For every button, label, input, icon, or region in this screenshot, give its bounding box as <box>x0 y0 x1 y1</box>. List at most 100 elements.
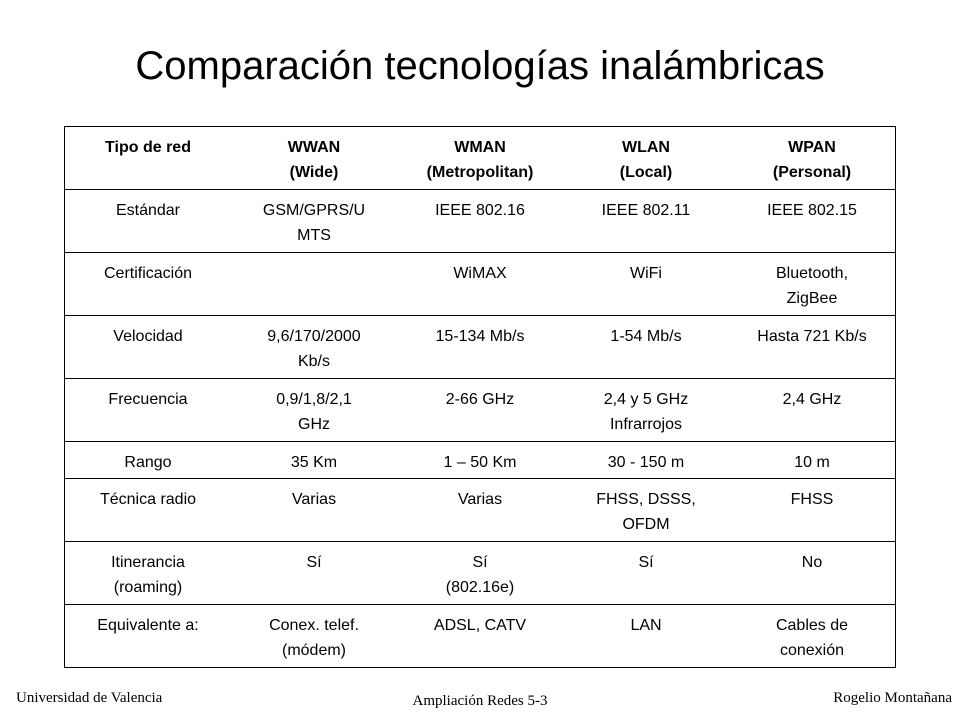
cell-text: Sí <box>306 553 322 571</box>
cell-text: Técnica radio <box>99 490 197 508</box>
footer-course: Ampliación Redes 5-3 <box>412 693 548 709</box>
cell-text: WiFi <box>630 265 662 283</box>
table-cell: 15-134 Mb/s <box>397 315 563 379</box>
table-row: Certificación WiMAX WiFi Bluetooth, ZigBee <box>65 252 895 316</box>
cell-text: 1-54 Mb/s <box>610 328 682 346</box>
cell-text: Equivalente a: <box>97 616 199 634</box>
cell-text: FHSS, DSSS, <box>596 490 696 508</box>
table-cell: Varias <box>231 477 397 542</box>
cell-text: OFDM <box>622 515 670 533</box>
comparison-table-frame: Tipo de red WWAN (Wide) WMAN (Metropolitan) W… <box>64 126 896 668</box>
table-cell: Hasta 721 Kb/s <box>729 315 895 379</box>
cell-text: (Personal) <box>772 164 852 181</box>
cell-text: GHz <box>298 416 330 434</box>
cell-text: Kb/s <box>297 353 330 371</box>
table-row: Equivalente a: Conex. telef. (módem) ADSL, … <box>65 603 895 667</box>
cell-text: 10 m <box>794 454 830 472</box>
cell-text: Infrarrojos <box>609 416 683 434</box>
cell-text: Rango <box>124 454 172 472</box>
cell-text: conexión <box>779 641 845 659</box>
table-cell: 10 m <box>729 441 895 479</box>
cell-text: GSM/GPRS/U <box>262 202 366 220</box>
cell-text: IEEE 802.16 <box>435 202 525 220</box>
table-cell: 2,4 GHz <box>729 378 895 442</box>
table-cell: LAN <box>563 603 729 667</box>
cell-text: ZigBee <box>786 290 838 308</box>
table-cell: 2-66 GHz <box>397 378 563 442</box>
cell-text: Certificación <box>103 265 193 283</box>
cell-text: IEEE 802.15 <box>767 202 857 220</box>
table-row: Velocidad 9,6/170/2000 Kb/s 15-134 Mb/s 1-54… <box>65 315 895 379</box>
table-cell: IEEE 802.15 <box>729 189 895 253</box>
cell-text: No <box>801 553 823 571</box>
cell-text: Velocidad <box>113 328 183 346</box>
table-header-cell: WWAN (Wide) <box>231 127 397 190</box>
table-row-label: Frecuencia <box>65 378 231 442</box>
table-row-label: Itinerancia (roaming) <box>65 540 231 605</box>
table-row-label: Velocidad <box>65 315 231 379</box>
table-row-label: Rango <box>65 441 231 479</box>
cell-text: Cables de <box>775 616 849 634</box>
cell-text: WWAN <box>287 139 341 156</box>
cell-text: ADSL, CATV <box>433 616 527 634</box>
footer-university: Universidad de Valencia <box>16 690 163 706</box>
table-cell: 1 – 50 Km <box>397 441 563 479</box>
table-row-label: Certificación <box>65 252 231 316</box>
table-row: Rango 35 Km 1 – 50 Km 30 - 150 m 10 m <box>65 441 895 479</box>
cell-text: 35 Km <box>290 454 338 472</box>
table-header-cell: WMAN (Metropolitan) <box>397 127 563 190</box>
table-cell: GSM/GPRS/U MTS <box>231 189 397 253</box>
table-cell: 35 Km <box>231 441 397 479</box>
cell-text: MTS <box>297 227 331 245</box>
cell-text: (roaming) <box>113 578 183 596</box>
table-row-label: Equivalente a: <box>65 603 231 667</box>
table-cell: Sí (802.16e) <box>397 540 563 605</box>
footer-author: Rogelio Montañana <box>833 690 952 706</box>
cell-text: Itinerancia <box>111 553 185 571</box>
cell-text: 2,4 GHz <box>782 391 842 409</box>
cell-text: (Wide) <box>289 164 339 181</box>
cell-text: WMAN <box>454 139 506 156</box>
table-cell: Bluetooth, ZigBee <box>729 252 895 316</box>
table-cell: IEEE 802.16 <box>397 189 563 253</box>
cell-text: 2-66 GHz <box>445 391 515 409</box>
table-cell: IEEE 802.11 <box>563 189 729 253</box>
comparison-table: Tipo de red WWAN (Wide) WMAN (Metropolitan) W… <box>65 127 895 667</box>
cell-text: (802.16e) <box>445 578 515 596</box>
table-cell: 9,6/170/2000 Kb/s <box>231 315 397 379</box>
cell-text: WPAN <box>788 139 836 156</box>
cell-text: (módem) <box>281 641 346 659</box>
cell-text: Varias <box>457 490 503 508</box>
table-cell: Sí <box>231 540 397 605</box>
table-cell: Varias <box>397 477 563 542</box>
cell-text: FHSS <box>790 490 834 508</box>
table-row-label: Estándar <box>65 189 231 253</box>
cell-text: Sí <box>638 553 654 571</box>
slide-title: Comparación tecnologías inalámbricas <box>135 44 825 88</box>
table-cell: 2,4 y 5 GHz Infrarrojos <box>563 378 729 442</box>
cell-text: Varias <box>291 490 337 508</box>
table-row-label: Técnica radio <box>65 477 231 542</box>
cell-text: 1 – 50 Km <box>443 454 517 472</box>
table-header-cell: WPAN (Personal) <box>729 127 895 190</box>
table-row: Estándar GSM/GPRS/U MTS IEEE 802.16 IEEE 802… <box>65 189 895 253</box>
cell-text: Sí <box>472 553 488 571</box>
cell-text: (Metropolitan) <box>426 164 534 181</box>
cell-text: Frecuencia <box>108 391 188 409</box>
table-cell: Sí <box>563 540 729 605</box>
cell-text: 30 - 150 m <box>607 454 685 472</box>
table-cell: Cables de conexión <box>729 603 895 667</box>
table-cell: No <box>729 540 895 605</box>
cell-text: WLAN <box>622 139 670 156</box>
table-row: Frecuencia 0,9/1,8/2,1 GHz 2-66 GHz 2,4 y 5 … <box>65 378 895 442</box>
cell-text: WiMAX <box>453 265 507 283</box>
cell-text: (Local) <box>619 164 673 181</box>
table-cell: 30 - 150 m <box>563 441 729 479</box>
table-cell: 0,9/1,8/2,1 GHz <box>231 378 397 442</box>
table-cell: ADSL, CATV <box>397 603 563 667</box>
table-header-cell: Tipo de red <box>65 127 231 190</box>
cell-text: Estándar <box>115 202 181 220</box>
table-header-row: Tipo de red WWAN (Wide) WMAN (Metropolitan) W… <box>65 127 895 190</box>
cell-text: IEEE 802.11 <box>601 202 691 220</box>
